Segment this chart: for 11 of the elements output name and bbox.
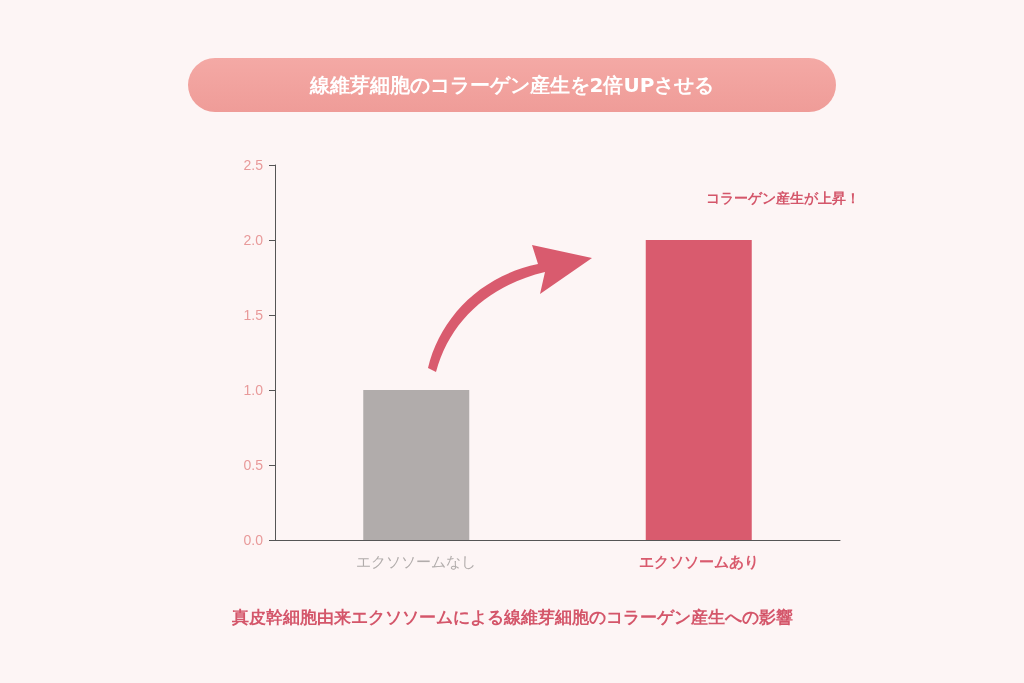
- y-tick-label: 0.5: [243, 457, 264, 473]
- x-tick-label: エクソソームなし: [356, 553, 477, 570]
- y-tick-label: 1.0: [243, 382, 264, 398]
- annotation: コラーゲン産生が上昇！: [705, 190, 860, 208]
- y-tick-label: 1.5: [243, 307, 264, 323]
- y-tick-label: 2.5: [243, 157, 264, 173]
- text: 真皮幹細胞由来エクソソームによる線維芽細胞のコラーゲン産生への影響: [230, 606, 794, 629]
- y-tick-label: 0.0: [243, 532, 264, 548]
- x-tick-label: エクソソームあり: [638, 553, 759, 570]
- chart-title: 線維芽細胞のコラーゲン産生を2倍UPさせる: [188, 58, 836, 112]
- y-tick-label: 2.0: [243, 232, 264, 248]
